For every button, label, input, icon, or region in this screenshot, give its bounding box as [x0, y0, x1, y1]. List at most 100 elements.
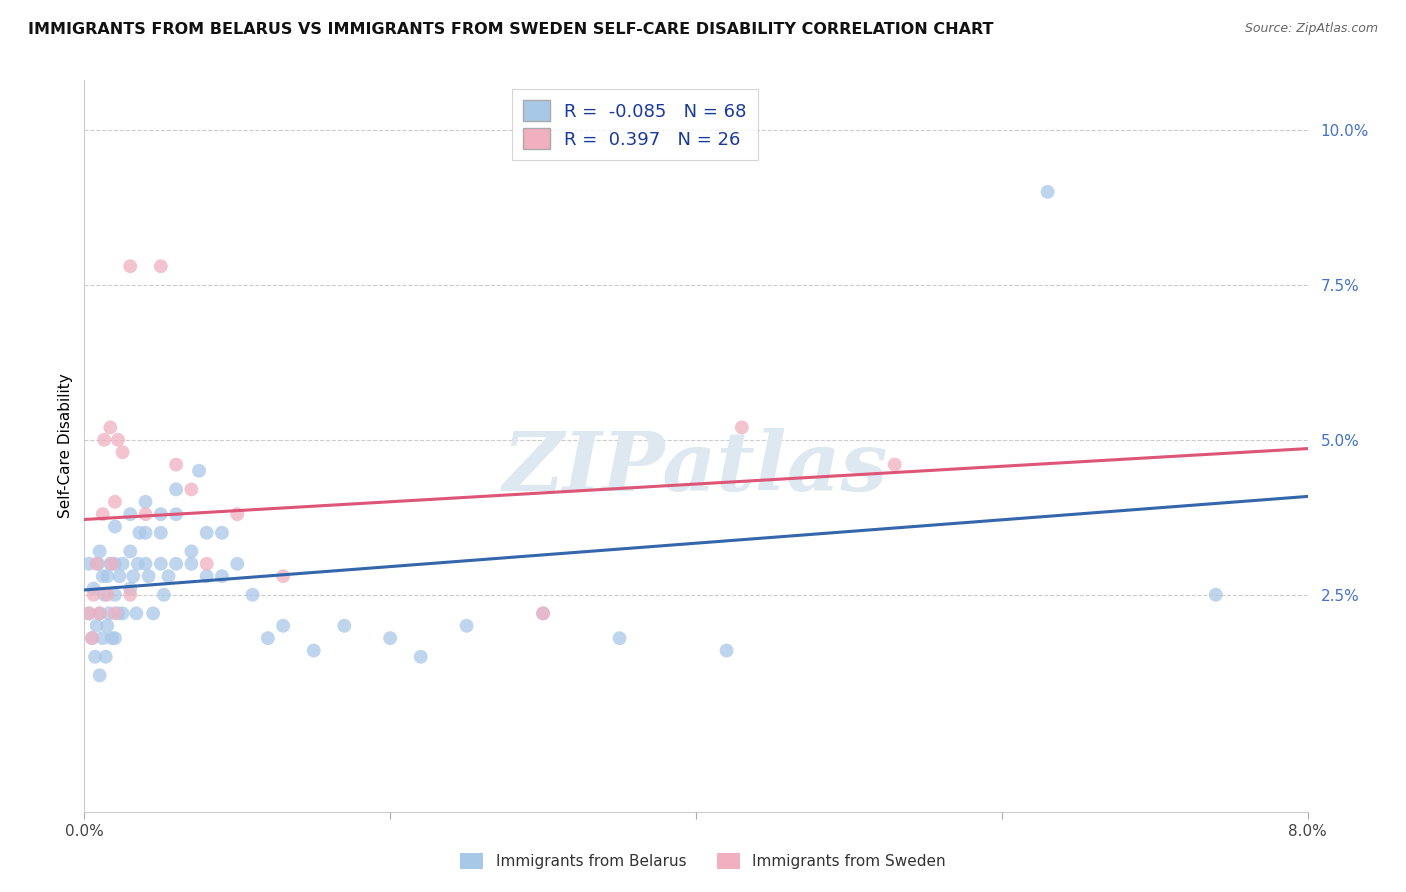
Point — [1036, 185, 1059, 199]
Point — [135, 557, 157, 571]
Point — [83, 588, 105, 602]
Point — [180, 483, 202, 497]
Point — [89, 607, 111, 621]
Point — [138, 569, 160, 583]
Point — [149, 259, 172, 273]
Point — [731, 420, 754, 434]
Point — [195, 525, 218, 540]
Point — [111, 445, 134, 459]
Point — [142, 607, 165, 621]
Point — [104, 519, 127, 533]
Point — [101, 557, 124, 571]
Point — [91, 631, 114, 645]
Point — [883, 458, 905, 472]
Point — [271, 619, 294, 633]
Point — [135, 507, 157, 521]
Point — [104, 588, 127, 602]
Point — [531, 607, 554, 621]
Point — [89, 668, 111, 682]
Point — [101, 631, 124, 645]
Point — [96, 569, 118, 583]
Text: Source: ZipAtlas.com: Source: ZipAtlas.com — [1244, 22, 1378, 36]
Point — [180, 557, 202, 571]
Point — [257, 631, 280, 645]
Point — [211, 525, 233, 540]
Point — [333, 619, 356, 633]
Point — [211, 569, 233, 583]
Point — [89, 544, 111, 558]
Point — [302, 643, 325, 657]
Point — [108, 569, 131, 583]
Point — [120, 582, 142, 596]
Point — [107, 607, 129, 621]
Point — [409, 649, 432, 664]
Point — [195, 569, 218, 583]
Point — [97, 607, 120, 621]
Point — [93, 433, 115, 447]
Point — [380, 631, 402, 645]
Point — [104, 631, 127, 645]
Point — [120, 588, 142, 602]
Text: ZIPatlas: ZIPatlas — [503, 428, 889, 508]
Point — [195, 557, 218, 571]
Point — [111, 607, 134, 621]
Point — [226, 557, 249, 571]
Point — [242, 588, 264, 602]
Y-axis label: Self-Care Disability: Self-Care Disability — [58, 374, 73, 518]
Point — [226, 507, 249, 521]
Point — [165, 483, 187, 497]
Point — [111, 557, 134, 571]
Point — [149, 557, 172, 571]
Point — [93, 588, 115, 602]
Point — [98, 420, 121, 434]
Legend: R =  -0.085   N = 68, R =  0.397   N = 26: R = -0.085 N = 68, R = 0.397 N = 26 — [512, 89, 758, 160]
Point — [157, 569, 180, 583]
Legend: Immigrants from Belarus, Immigrants from Sweden: Immigrants from Belarus, Immigrants from… — [454, 847, 952, 875]
Point — [149, 507, 172, 521]
Point — [456, 619, 478, 633]
Point — [128, 525, 150, 540]
Point — [135, 525, 157, 540]
Point — [91, 507, 114, 521]
Point — [77, 607, 100, 621]
Point — [125, 607, 148, 621]
Point — [77, 607, 100, 621]
Point — [127, 557, 149, 571]
Point — [107, 433, 129, 447]
Point — [91, 569, 114, 583]
Point — [165, 458, 187, 472]
Point — [120, 259, 142, 273]
Point — [135, 495, 157, 509]
Point — [104, 557, 127, 571]
Point — [96, 588, 118, 602]
Point — [531, 607, 554, 621]
Point — [271, 569, 294, 583]
Point — [153, 588, 176, 602]
Point — [80, 631, 103, 645]
Point — [104, 607, 127, 621]
Point — [609, 631, 631, 645]
Point — [98, 557, 121, 571]
Point — [84, 649, 107, 664]
Point — [86, 619, 108, 633]
Point — [165, 557, 187, 571]
Point — [80, 631, 103, 645]
Point — [120, 544, 142, 558]
Point — [1205, 588, 1227, 602]
Point — [96, 619, 118, 633]
Point — [89, 607, 111, 621]
Point — [77, 557, 100, 571]
Text: IMMIGRANTS FROM BELARUS VS IMMIGRANTS FROM SWEDEN SELF-CARE DISABILITY CORRELATI: IMMIGRANTS FROM BELARUS VS IMMIGRANTS FR… — [28, 22, 994, 37]
Point — [180, 544, 202, 558]
Point — [149, 525, 172, 540]
Point — [188, 464, 211, 478]
Point — [716, 643, 738, 657]
Point — [86, 557, 108, 571]
Point — [94, 649, 117, 664]
Point — [83, 582, 105, 596]
Point — [87, 557, 110, 571]
Point — [120, 507, 142, 521]
Point — [104, 495, 127, 509]
Point — [165, 507, 187, 521]
Point — [122, 569, 145, 583]
